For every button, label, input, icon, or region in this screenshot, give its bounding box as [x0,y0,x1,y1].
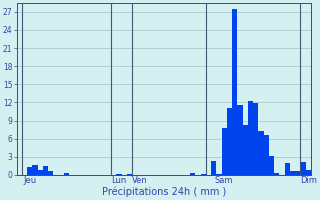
Bar [253,103,258,175]
Bar [285,163,290,175]
Bar [264,135,269,175]
Bar [237,105,243,175]
Bar [43,166,48,175]
Bar [48,171,53,175]
Bar [27,167,32,175]
Bar [64,173,69,175]
Bar [295,171,300,175]
Bar [221,128,227,175]
Bar [269,156,274,175]
Bar [211,161,216,175]
Bar [216,174,221,175]
Bar [32,165,37,175]
Bar [232,9,237,175]
Bar [248,101,253,175]
Bar [127,174,132,175]
Bar [243,125,248,175]
Bar [306,170,311,175]
Bar [190,173,195,175]
Bar [290,171,295,175]
Bar [274,173,279,175]
X-axis label: Précipitations 24h ( mm ): Précipitations 24h ( mm ) [102,187,226,197]
Bar [37,170,43,175]
Bar [258,131,264,175]
Bar [116,174,122,175]
Bar [300,162,306,175]
Bar [227,108,232,175]
Bar [201,174,206,175]
